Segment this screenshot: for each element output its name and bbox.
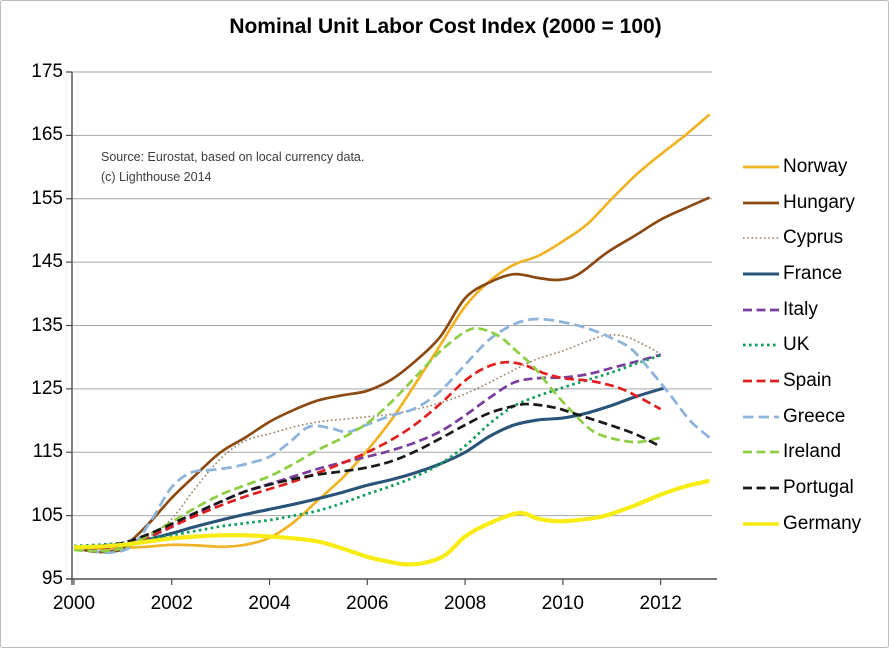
series-line-cyprus — [73, 333, 662, 550]
y-tick-label-145: 145 — [31, 251, 63, 273]
series-line-ireland — [73, 326, 661, 553]
y-tick-label-125: 125 — [31, 377, 63, 399]
legend-item-norway: Norway — [742, 149, 861, 185]
series-line-germany — [73, 478, 711, 567]
legend-line-icon-greece — [743, 415, 779, 419]
legend-label-ireland: Ireland — [783, 441, 842, 463]
legend-label-france: France — [783, 262, 843, 284]
chart-title: Nominal Unit Labor Cost Index (2000 = 10… — [229, 15, 662, 38]
series-line-hungary — [73, 196, 711, 554]
y-tick-label-95: 95 — [41, 568, 63, 589]
y-tick-label-155: 155 — [31, 187, 63, 209]
source-line-1: Source: Eurostat, based on local currenc… — [101, 150, 365, 164]
legend-item-germany: Germany — [742, 506, 861, 542]
y-tick-label-105: 105 — [31, 504, 63, 526]
x-tick-label-2002: 2002 — [150, 593, 193, 614]
x-tick-label-2006: 2006 — [346, 593, 389, 614]
series-line-norway — [73, 113, 711, 550]
legend-label-uk: UK — [783, 334, 810, 356]
legend-line-icon-spain — [743, 379, 779, 383]
series-line-greece — [73, 317, 711, 555]
y-tick-label-175: 175 — [31, 61, 63, 82]
legend-item-greece: Greece — [742, 399, 861, 435]
legend-line-icon-portugal — [743, 486, 779, 490]
legend: Norway Hungary Cyprus France Italy UK Spain Gre… — [742, 149, 861, 542]
legend-line-icon-uk — [743, 343, 779, 347]
legend-item-ireland: Ireland — [742, 435, 861, 471]
legend-item-italy: Italy — [742, 292, 861, 328]
legend-label-italy: Italy — [783, 298, 818, 320]
source-line-2: (c) Lighthouse 2014 — [101, 170, 212, 184]
legend-label-spain: Spain — [783, 369, 832, 391]
y-tick-label-115: 115 — [32, 441, 63, 463]
x-tick-label-2012: 2012 — [639, 593, 682, 614]
legend-line-icon-cyprus — [743, 237, 779, 240]
series-line-spain — [73, 360, 662, 550]
legend-line-icon-germany — [743, 522, 779, 526]
x-tick-label-2010: 2010 — [541, 593, 585, 614]
legend-label-portugal: Portugal — [783, 477, 854, 499]
legend-item-hungary: Hungary — [742, 185, 861, 221]
y-tick-label-165: 165 — [31, 124, 63, 146]
x-tick-label-2000: 2000 — [52, 593, 96, 614]
legend-line-icon-hungary — [743, 201, 779, 204]
legend-item-uk: UK — [742, 327, 861, 363]
legend-label-hungary: Hungary — [783, 191, 855, 213]
legend-label-greece: Greece — [783, 405, 846, 427]
series-line-france — [73, 386, 667, 550]
x-tick-label-2008: 2008 — [443, 593, 487, 614]
series-line-portugal — [73, 402, 662, 549]
legend-item-cyprus: Cyprus — [742, 220, 861, 256]
legend-line-icon-france — [743, 272, 779, 276]
legend-label-germany: Germany — [783, 512, 862, 534]
series-line-uk — [73, 354, 662, 548]
legend-line-icon-norway — [743, 165, 779, 169]
legend-label-norway: Norway — [783, 155, 848, 177]
legend-item-spain: Spain — [742, 363, 861, 399]
x-tick-label-2004: 2004 — [248, 593, 291, 614]
legend-line-icon-ireland — [743, 450, 779, 454]
legend-item-france: France — [742, 256, 861, 292]
legend-line-icon-italy — [743, 308, 779, 311]
legend-label-cyprus: Cyprus — [783, 227, 844, 249]
y-tick-label-135: 135 — [31, 314, 63, 336]
source-note: Source: Eurostat, based on local currenc… — [101, 147, 364, 187]
legend-item-portugal: Portugal — [742, 470, 861, 506]
